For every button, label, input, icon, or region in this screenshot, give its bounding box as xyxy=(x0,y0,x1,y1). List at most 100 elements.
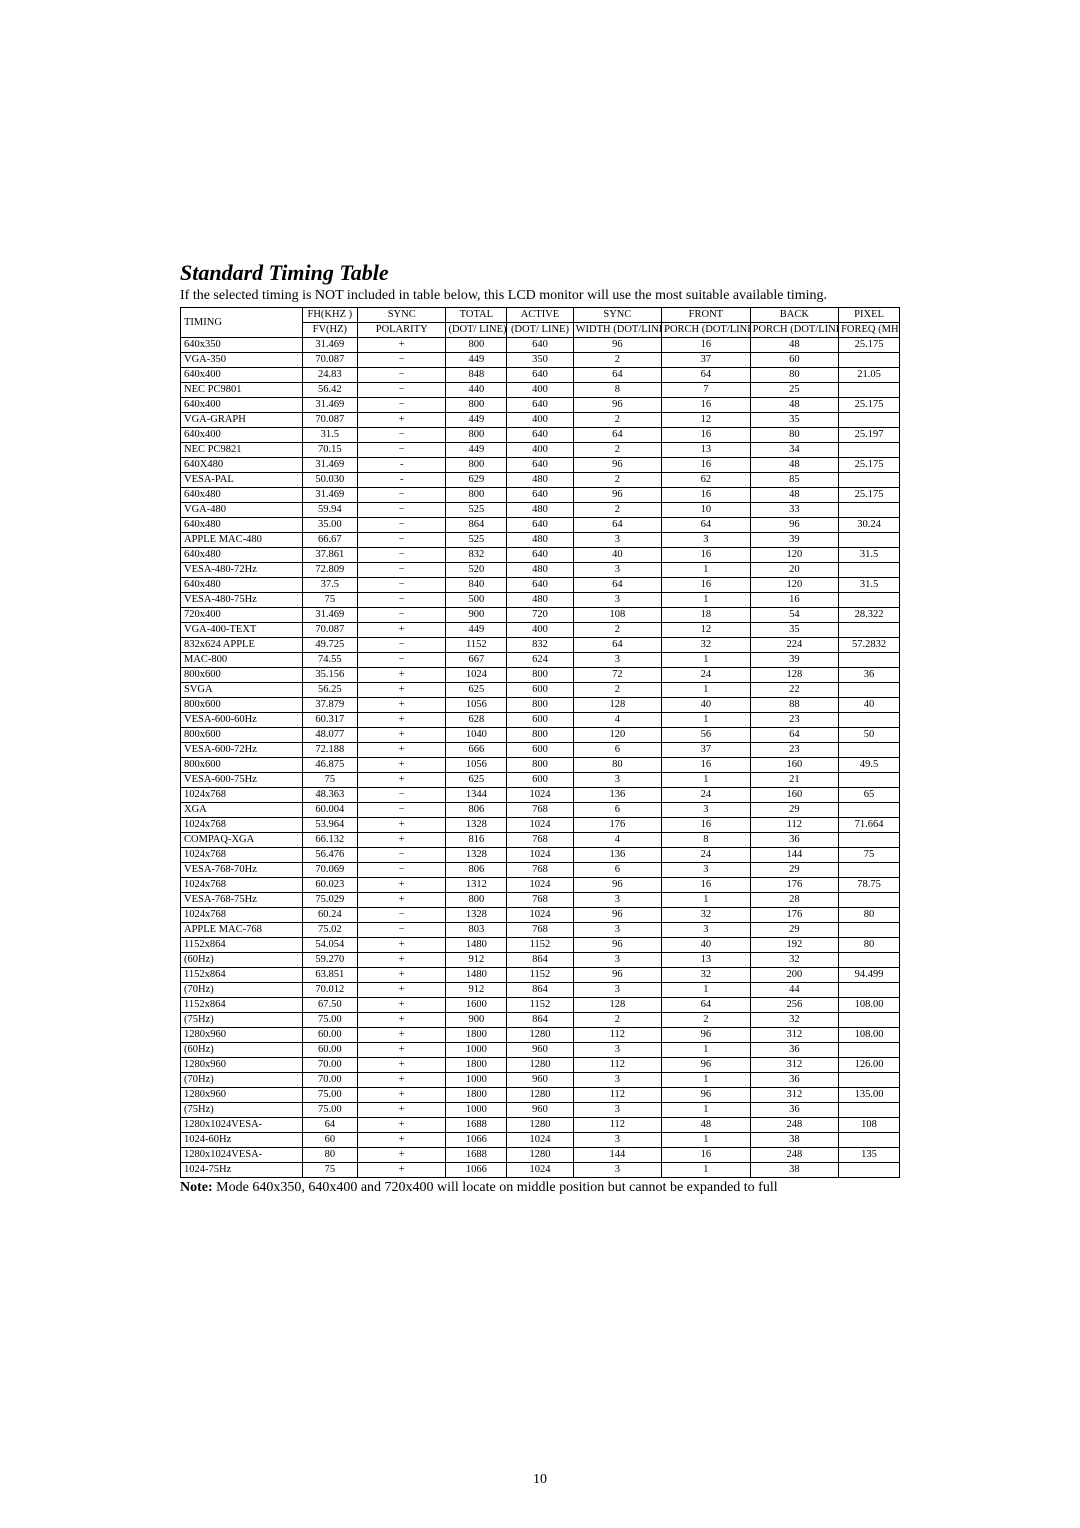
table-cell: 312 xyxy=(750,1087,838,1102)
table-cell: 59.94 xyxy=(302,502,357,517)
table-cell: XGA xyxy=(181,802,303,817)
table-cell: 64 xyxy=(662,367,750,382)
table-cell: 2 xyxy=(662,1012,750,1027)
table-cell: 1024 xyxy=(507,1162,573,1177)
table-cell xyxy=(839,532,900,547)
th-front: FRONT xyxy=(662,307,750,322)
table-row: 1024x76860.24−13281024963217680 xyxy=(181,907,900,922)
table-row: 640x40031.5−80064064168025.197 xyxy=(181,427,900,442)
table-cell: 1056 xyxy=(446,757,507,772)
table-cell: 400 xyxy=(507,442,573,457)
table-cell: VGA-480 xyxy=(181,502,303,517)
table-cell: 1328 xyxy=(446,847,507,862)
table-cell: 1024 xyxy=(446,667,507,682)
table-cell: 900 xyxy=(446,1012,507,1027)
table-cell: 48.363 xyxy=(302,787,357,802)
table-cell: 75.029 xyxy=(302,892,357,907)
table-cell: 525 xyxy=(446,532,507,547)
table-cell: 16 xyxy=(662,487,750,502)
table-cell: 108.00 xyxy=(839,1027,900,1042)
table-cell: 62 xyxy=(662,472,750,487)
table-cell: 640 xyxy=(507,397,573,412)
table-cell: 25.175 xyxy=(839,337,900,352)
table-cell: 35.00 xyxy=(302,517,357,532)
table-cell: 640x400 xyxy=(181,367,303,382)
table-cell: 2 xyxy=(573,622,661,637)
table-cell: + xyxy=(357,412,445,427)
table-cell: 3 xyxy=(573,982,661,997)
table-cell: + xyxy=(357,682,445,697)
table-cell: + xyxy=(357,772,445,787)
table-cell: 31.469 xyxy=(302,607,357,622)
table-cell: 70.00 xyxy=(302,1057,357,1072)
table-cell: 32 xyxy=(662,637,750,652)
table-cell: 31.5 xyxy=(839,577,900,592)
table-cell: 840 xyxy=(446,577,507,592)
table-cell: (60Hz) xyxy=(181,952,303,967)
table-cell: (60Hz) xyxy=(181,1042,303,1057)
table-cell: 72.809 xyxy=(302,562,357,577)
table-cell: 59.270 xyxy=(302,952,357,967)
table-cell: + xyxy=(357,757,445,772)
table-row: NEC PC980156.42−4404008725 xyxy=(181,382,900,397)
table-cell: 48 xyxy=(662,1117,750,1132)
table-cell: 1152 xyxy=(507,967,573,982)
table-cell: VGA-GRAPH xyxy=(181,412,303,427)
table-cell: 4 xyxy=(573,832,661,847)
table-row: VESA-PAL50.030-62948026285 xyxy=(181,472,900,487)
table-cell: 64 xyxy=(573,367,661,382)
table-cell: 640x400 xyxy=(181,397,303,412)
table-cell: 400 xyxy=(507,382,573,397)
table-cell: VESA-600-72Hz xyxy=(181,742,303,757)
table-cell: 1152 xyxy=(507,937,573,952)
th-total2: (DOT/ LINE) xyxy=(446,322,507,337)
table-cell: 136 xyxy=(573,847,661,862)
table-cell: 108 xyxy=(573,607,661,622)
table-cell: 832x624 APPLE xyxy=(181,637,303,652)
table-row: 1152x86454.054+14801152964019280 xyxy=(181,937,900,952)
table-cell: 1000 xyxy=(446,1102,507,1117)
th-porch-f: PORCH (DOT/LINE) xyxy=(662,322,750,337)
table-cell: 53.964 xyxy=(302,817,357,832)
table-cell: 1800 xyxy=(446,1057,507,1072)
table-cell: − xyxy=(357,592,445,607)
table-cell: 640 xyxy=(507,577,573,592)
table-cell: 112 xyxy=(573,1057,661,1072)
table-cell: 600 xyxy=(507,742,573,757)
table-row: 1280x1024VESA-64+1688128011248248108 xyxy=(181,1117,900,1132)
table-cell: 500 xyxy=(446,592,507,607)
table-cell: 1024-60Hz xyxy=(181,1132,303,1147)
table-cell: + xyxy=(357,727,445,742)
table-cell: VESA-480-72Hz xyxy=(181,562,303,577)
table-cell: 60 xyxy=(302,1132,357,1147)
table-cell: 192 xyxy=(750,937,838,952)
table-cell: + xyxy=(357,967,445,982)
table-row: 800x60035.156+1024800722412836 xyxy=(181,667,900,682)
table-cell: 864 xyxy=(507,952,573,967)
table-cell: 25.197 xyxy=(839,427,900,442)
table-cell xyxy=(839,1072,900,1087)
table-cell: 800x600 xyxy=(181,727,303,742)
table-cell: 39 xyxy=(750,532,838,547)
table-cell: 16 xyxy=(662,457,750,472)
table-cell: MAC-800 xyxy=(181,652,303,667)
table-cell: 449 xyxy=(446,442,507,457)
table-cell xyxy=(839,952,900,967)
table-cell: 48.077 xyxy=(302,727,357,742)
table-cell: 449 xyxy=(446,352,507,367)
table-cell: 1024 xyxy=(507,1132,573,1147)
table-cell: 912 xyxy=(446,952,507,967)
table-cell: VESA-768-75Hz xyxy=(181,892,303,907)
table-cell: 16 xyxy=(662,337,750,352)
table-cell: 1 xyxy=(662,592,750,607)
table-cell xyxy=(839,1042,900,1057)
table-cell: 1 xyxy=(662,562,750,577)
table-cell: + xyxy=(357,622,445,637)
table-cell: 44 xyxy=(750,982,838,997)
table-cell: 640 xyxy=(507,427,573,442)
table-cell: (75Hz) xyxy=(181,1012,303,1027)
table-cell: 35.156 xyxy=(302,667,357,682)
table-cell: 768 xyxy=(507,832,573,847)
th-width: WIDTH (DOT/LINE) xyxy=(573,322,661,337)
table-cell xyxy=(839,922,900,937)
